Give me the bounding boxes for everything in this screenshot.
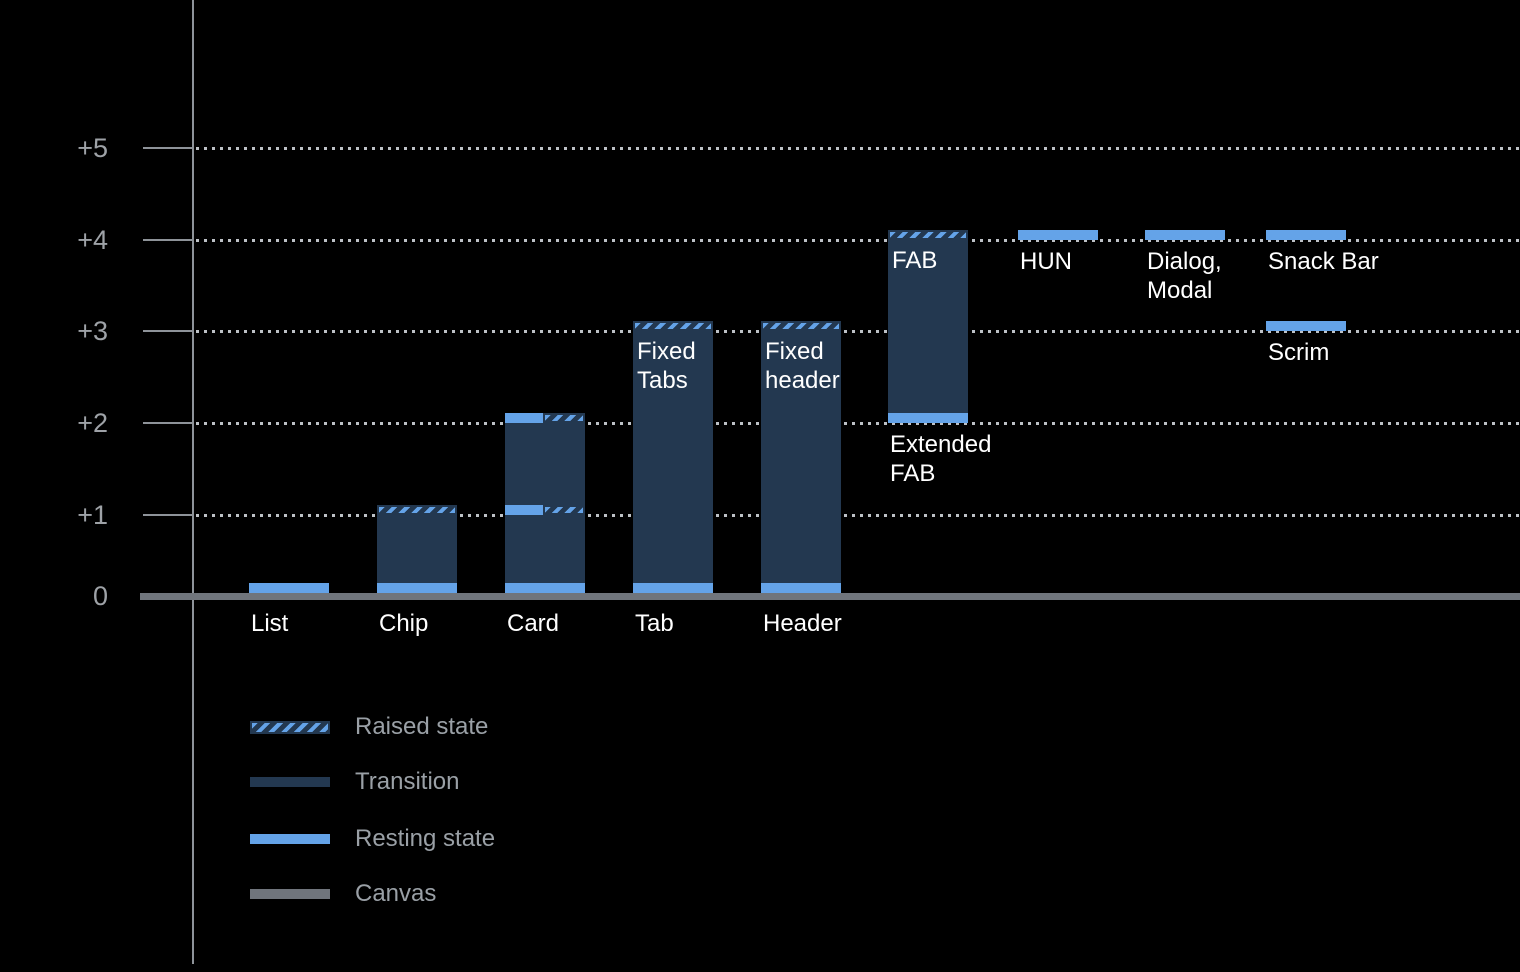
resting-fill [249,583,329,593]
transition-segment [761,331,841,593]
resting-fill [505,413,543,423]
y-axis-tick-label: +2 [77,408,108,438]
bar-inner-label: Fixed header [765,338,840,394]
resting-band [761,583,841,593]
legend-item-raised: Raised state [250,713,489,740]
bar-axis-label: Card [507,610,560,637]
split-band [505,413,585,423]
resting-band [1266,230,1346,240]
raised-hatch-fill [761,321,841,331]
bar-below-label: Snack Bar [1268,248,1379,275]
raised-band [633,321,713,331]
resting-fill [1018,230,1098,240]
resting-band [1266,321,1346,331]
resting-band [377,583,457,593]
legend-item-transition: Transition [250,768,460,795]
raised-hatch-fill [543,505,585,515]
resting-fill [505,583,585,593]
raised-hatch-fill [633,321,713,331]
gridline-level-5 [196,147,1520,150]
legend-item-resting: Resting state [250,825,496,852]
bar-below-label: HUN [1020,248,1072,275]
resting-fill [888,413,968,423]
bar-axis-label: Tab [635,610,674,637]
legend-item-canvas: Canvas [250,880,437,907]
y-axis-tick-label: +1 [77,500,108,530]
resting-fill [505,505,543,515]
bar-axis-label: List [251,610,289,637]
y-axis-tick-label: +5 [77,133,108,163]
resting-band [1018,230,1098,240]
gridline-level-1 [196,514,1520,517]
legend-swatch-resting [250,834,330,844]
resting-fill [1145,230,1225,240]
y-axis-tick-label: 0 [92,581,108,611]
raised-band [761,321,841,331]
gridline-level-2 [196,422,1520,425]
transition-segment [633,331,713,593]
axis-tick [143,514,193,516]
transition-segment [377,515,457,593]
raised-band [377,505,457,515]
bar-inner-label: FAB [892,247,938,274]
y-axis-line [192,0,194,964]
bar-axis-label: Chip [379,610,429,637]
gridline-level-4 [196,239,1520,242]
legend-label: Raised state [355,713,489,740]
y-axis-tick-label: +3 [77,316,108,346]
axis-tick [143,330,193,332]
resting-fill [1266,230,1346,240]
bar-below-label: Extended FAB [890,431,992,487]
bar-axis-label: Header [763,610,842,637]
resting-band [888,413,968,423]
legend-label: Canvas [355,880,437,907]
resting-band [633,583,713,593]
resting-fill [1266,321,1346,331]
legend-label: Resting state [355,825,496,852]
bar-below-label: Scrim [1268,339,1330,366]
gridline-level-3 [196,330,1520,333]
y-axis-tick-label: +4 [77,225,108,255]
split-band [505,505,585,515]
axis-tick [143,147,193,149]
resting-band [505,583,585,593]
legend-swatch-transition [250,777,330,787]
legend-swatch-raised [250,720,330,734]
raised-hatch-fill [377,505,457,515]
resting-fill [377,583,457,593]
raised-hatch-fill [543,413,585,423]
axis-tick [143,422,193,424]
raised-hatch-fill [888,230,968,240]
bar-inner-label: Fixed Tabs [637,338,696,394]
transition-segment [888,240,968,423]
raised-band [888,230,968,240]
legend-swatch-canvas [250,889,330,899]
canvas-baseline [140,593,1520,600]
resting-band [249,583,329,593]
resting-fill [761,583,841,593]
resting-band [1145,230,1225,240]
resting-fill [633,583,713,593]
axis-tick [143,239,193,241]
bar-below-label: Dialog, Modal [1147,248,1222,304]
legend-label: Transition [355,768,460,795]
